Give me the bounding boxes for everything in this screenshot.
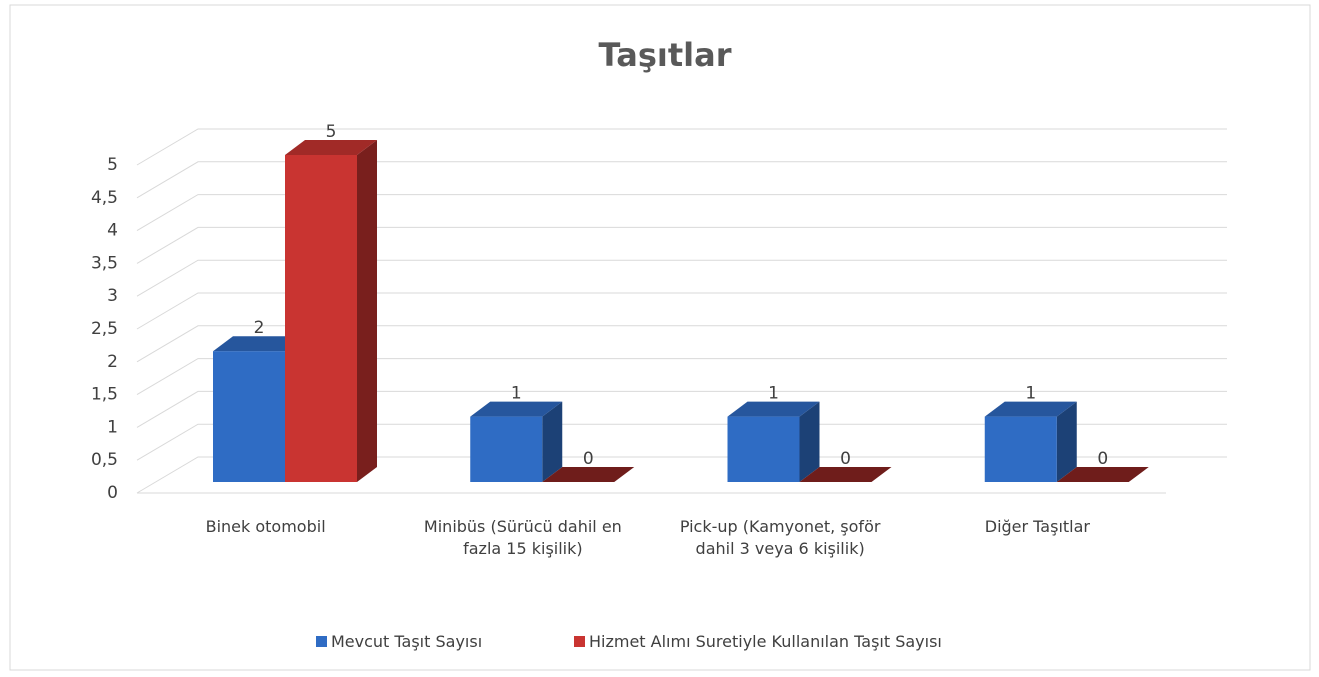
bar-top [1056,467,1149,482]
value-label: 1 [768,384,779,404]
grid-line [136,194,1227,232]
legend-item: Hizmet Alımı Suretiyle Kullanılan Taşıt … [574,632,942,651]
bar [285,155,357,482]
bar [470,416,543,482]
bar-top [213,336,305,352]
y-tick-label: 3,5 [91,253,118,273]
y-tick-label: 1,5 [91,385,118,405]
bar [727,416,800,482]
grid-line [136,358,1227,396]
bar-top [285,140,377,155]
x-tick-label: Minibüs (Sürücü dahil en fazla 15 kişili… [423,517,622,558]
y-tick-label: 3 [107,286,118,306]
legend-swatch [574,636,585,647]
x-tick-label: Binek otomobil [205,517,326,536]
bar-side [799,401,820,482]
bar-top [542,467,635,482]
bar [984,416,1057,482]
value-label: 5 [326,122,337,142]
y-tick-label: 4,5 [91,188,118,208]
grid-line [136,423,1227,461]
y-tick-label: 4 [107,221,118,241]
bar [213,351,285,482]
chart-title: Taşıtlar [599,36,732,74]
y-tick-label: 1 [107,417,118,437]
legend-swatch [316,636,327,647]
legend-label: Hizmet Alımı Suretiyle Kullanılan Taşıt … [589,632,942,651]
bar-side [1056,401,1077,482]
legend-label: Mevcut Taşıt Sayısı [331,632,483,651]
x-tick-label: Diğer Taşıtlar [984,517,1090,536]
bar-top [799,467,892,482]
grid-line [136,325,1227,363]
y-tick-label: 5 [107,155,118,175]
value-label: 0 [583,449,594,469]
value-label: 2 [254,318,265,338]
grid-line [136,226,1227,264]
grid-line [136,292,1227,330]
y-tick-label: 0 [107,483,118,503]
bar-top [727,401,820,417]
value-label: 1 [511,384,522,404]
bar-side [357,140,377,482]
x-tick-label: Pick-up (Kamyonet, şoför dahil 3 veya 6 … [679,517,881,558]
grid-line [136,390,1227,428]
bar-side [542,401,563,482]
value-label: 1 [1025,384,1036,404]
chart-border [9,4,1311,671]
bar-top [984,401,1077,417]
value-label: 0 [1097,449,1108,469]
y-tick-label: 2,5 [91,319,118,339]
grid-line [136,161,1227,199]
grid-line [136,456,1227,494]
y-tick-label: 0,5 [91,450,118,470]
grid-line [136,128,1227,166]
grid-line [136,259,1227,297]
legend-item: Mevcut Taşıt Sayısı [316,632,482,651]
bar-top [470,401,563,417]
y-tick-label: 2 [107,352,118,372]
value-label: 0 [840,449,851,469]
